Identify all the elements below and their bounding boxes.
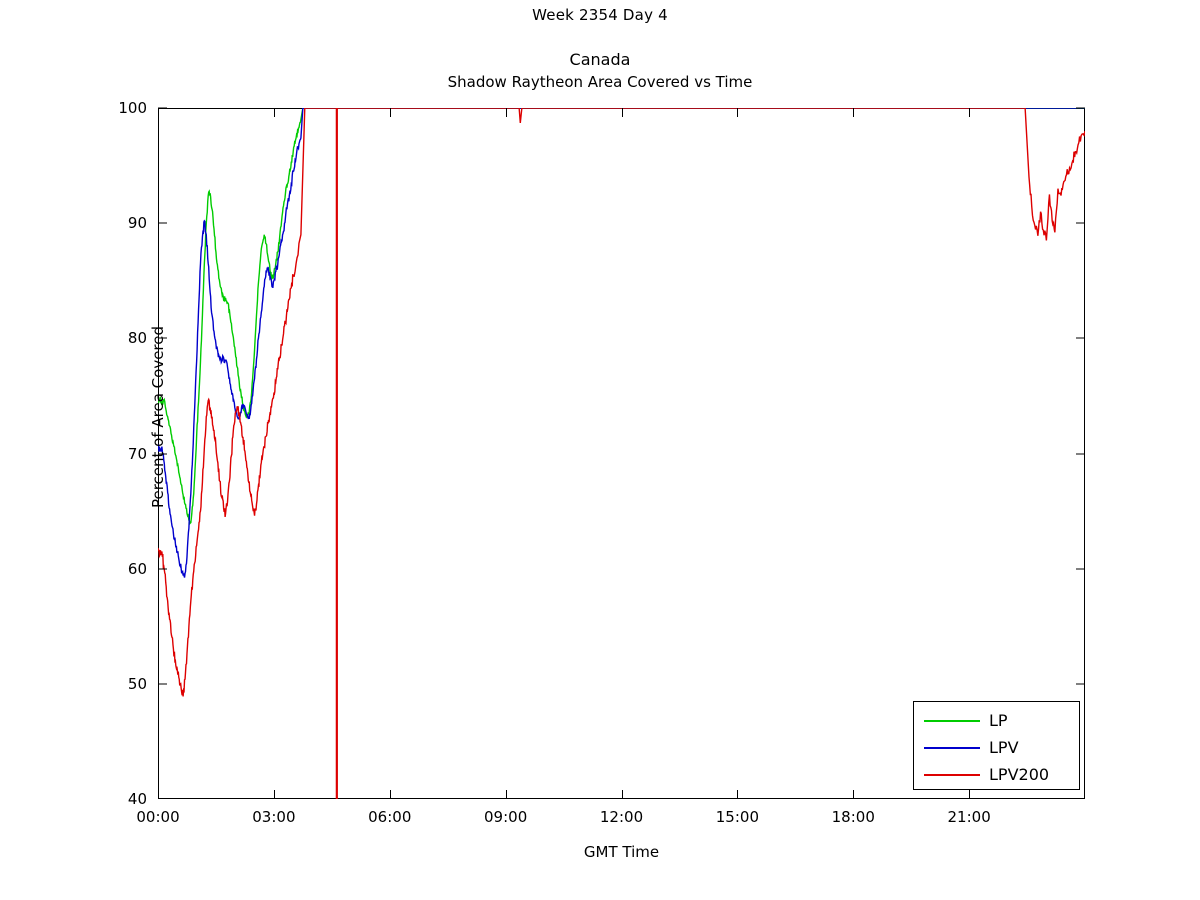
series-line-lpv200 (158, 108, 1085, 697)
chart-title-primary: Canada (569, 50, 631, 69)
y-tick-mark (158, 568, 167, 570)
y-tick-label: 70 (127, 444, 147, 463)
x-tick-label: 06:00 (368, 808, 412, 826)
x-tick-mark (621, 790, 623, 799)
legend-label: LPV (989, 737, 1019, 757)
x-tick-label: 03:00 (252, 808, 296, 826)
legend-item-lpv200[interactable]: LPV200 (914, 760, 1079, 789)
x-tick-mark (621, 108, 623, 117)
x-tick-label: 12:00 (599, 808, 644, 826)
x-tick-mark (389, 108, 391, 117)
axes-frame (158, 108, 1085, 799)
x-tick-mark (505, 108, 507, 117)
y-tick-mark (158, 222, 167, 224)
y-tick-mark (1076, 453, 1085, 454)
x-tick-mark (737, 790, 739, 799)
legend-item-lp[interactable]: LP (914, 706, 1079, 735)
y-tick-mark (1076, 107, 1085, 109)
y-tick-mark (1076, 337, 1085, 339)
y-tick-label: 40 (127, 790, 147, 808)
x-tick-mark (969, 790, 971, 799)
y-tick-mark (1076, 222, 1085, 224)
x-tick-mark (853, 108, 855, 117)
x-tick-mark (505, 790, 507, 799)
y-tick-label: 90 (127, 214, 147, 233)
y-tick-mark (158, 453, 167, 454)
y-tick-label: 50 (127, 674, 147, 693)
y-tick-mark (158, 337, 167, 339)
x-tick-mark (273, 108, 275, 117)
x-tick-mark (969, 108, 971, 117)
data-series-canvas (158, 108, 1085, 799)
x-tick-mark (273, 790, 275, 799)
series-line-lp (158, 108, 1085, 525)
legend-item-lpv[interactable]: LPV (914, 733, 1079, 762)
chart-title-block: Canada Shadow Raytheon Area Covered vs T… (0, 48, 1200, 94)
y-tick-label: 60 (127, 559, 147, 578)
x-axis-label: GMT Time (583, 843, 660, 861)
x-tick-label: 18:00 (831, 808, 875, 826)
x-tick-label: 00:00 (136, 808, 180, 826)
x-tick-label: 21:00 (947, 808, 991, 826)
x-tick-mark (853, 790, 855, 799)
y-tick-label: 100 (118, 99, 147, 117)
figure-suptitle: Week 2354 Day 4 (532, 6, 668, 24)
legend-swatch-lp (924, 719, 980, 722)
x-tick-label: 09:00 (484, 808, 528, 826)
y-tick-label: 80 (127, 329, 147, 348)
y-axis-label: Percent of Area Covered (149, 325, 167, 509)
chart-title-secondary: Shadow Raytheon Area Covered vs Time (447, 73, 753, 91)
y-tick-mark (158, 683, 167, 685)
x-tick-mark (737, 108, 739, 117)
legend-label: LPV200 (989, 764, 1050, 784)
legend-swatch-lpv (924, 746, 980, 749)
y-tick-mark (1076, 683, 1085, 685)
legend-swatch-lpv200 (924, 773, 980, 776)
x-tick-mark (389, 790, 391, 799)
legend-label: LP (989, 710, 1008, 730)
y-tick-mark (158, 107, 167, 109)
series-line-lpv (158, 108, 1085, 578)
x-tick-label: 15:00 (715, 808, 759, 826)
chart-legend: LP LPV LPV200 (913, 701, 1080, 790)
y-tick-mark (1076, 568, 1085, 570)
plot-area: 40 50 60 70 80 90 100 00:00 03:00 06:00 09:00 12:0… (118, 99, 1085, 861)
